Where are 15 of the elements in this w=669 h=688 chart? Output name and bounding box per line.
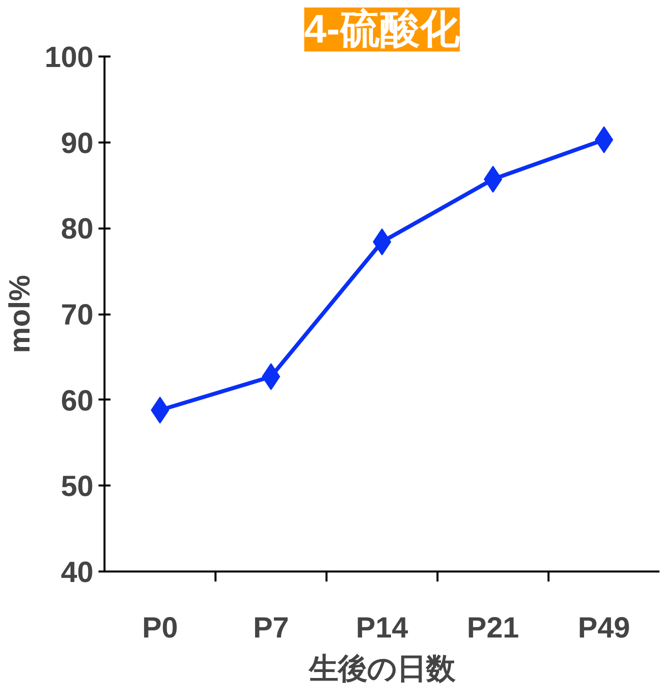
y-tick-label: 70 xyxy=(60,298,94,332)
x-tick-label: P49 xyxy=(578,612,630,644)
x-tick-label: P7 xyxy=(253,612,289,644)
y-tick-label: 90 xyxy=(60,126,94,160)
chart-title: 4-硫酸化 xyxy=(304,8,461,52)
x-tick-label: P0 xyxy=(142,612,178,644)
y-tick-label: 60 xyxy=(60,384,94,418)
y-tick-label: 100 xyxy=(44,41,94,74)
x-axis-title: 生後の日数 xyxy=(308,652,456,686)
y-tick-label: 50 xyxy=(60,470,94,504)
x-tick-label: P21 xyxy=(466,612,520,644)
y-tick-label: 40 xyxy=(60,556,94,589)
x-tick-label: P14 xyxy=(356,612,409,644)
y-axis-title: mol% xyxy=(4,274,37,354)
y-tick-label: 80 xyxy=(60,212,94,246)
